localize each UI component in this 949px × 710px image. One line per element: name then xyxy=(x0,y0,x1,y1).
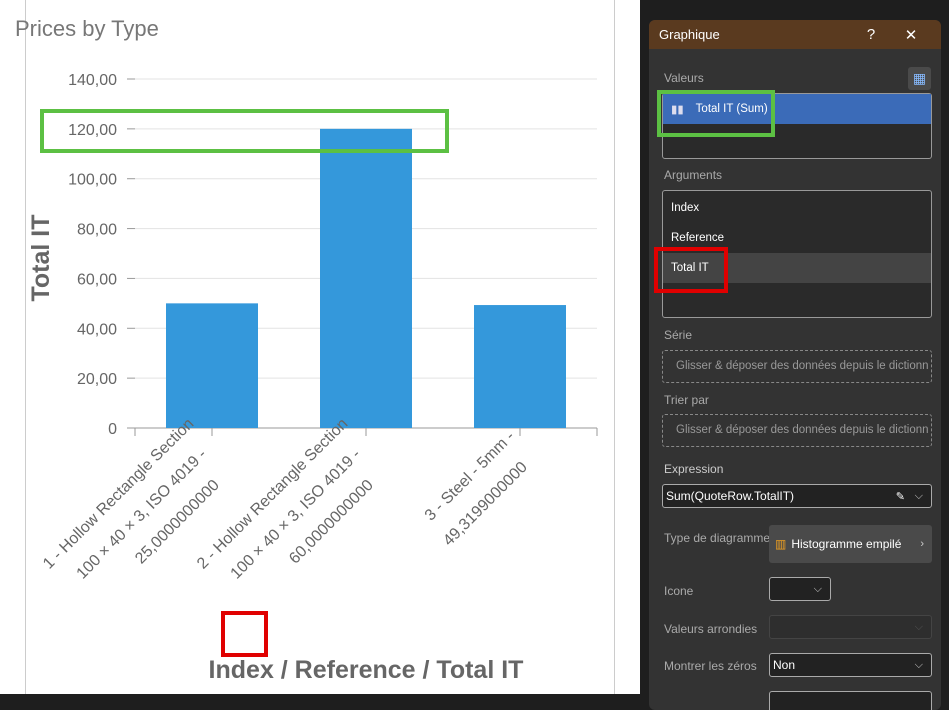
chevron-down-icon: ⌵ xyxy=(813,582,822,595)
argument-reference[interactable]: Reference xyxy=(671,232,725,244)
y-tick-label: 40,00 xyxy=(77,321,117,338)
serie-dropzone[interactable]: Glisser & déposer des données depuis le … xyxy=(662,350,932,383)
rounded-label: Valeurs arrondies xyxy=(664,622,758,636)
icon-label: Icone xyxy=(664,584,694,598)
y-tick-label: 0 xyxy=(108,421,117,438)
series-icon: ▮▮ xyxy=(671,104,684,116)
y-tick-label: 60,00 xyxy=(77,271,117,288)
canvas-border xyxy=(614,0,615,694)
highlight-box-red xyxy=(221,611,268,657)
chart-properties-panel: Graphique ? ✕ Valeurs ▦ ▮▮ Total IT (Sum)… xyxy=(649,20,941,710)
chart-type-button[interactable]: ▥ Histogramme empilé › xyxy=(769,525,932,563)
report-canvas: Prices by Type 0 20,00 40,00 60,00 80,00 100,… xyxy=(0,0,640,694)
close-button[interactable]: ✕ xyxy=(904,26,918,44)
y-tick-label: 100,00 xyxy=(68,172,117,189)
sort-label: Trier par xyxy=(664,393,709,407)
bar-chart[interactable]: Prices by Type 0 20,00 40,00 60,00 80,00 100,… xyxy=(0,0,640,694)
chevron-down-icon: ⌵ xyxy=(914,620,923,633)
canvas-margin xyxy=(8,0,26,694)
expression-label: Expression xyxy=(664,462,724,476)
zeros-select[interactable]: Non ⌵ xyxy=(769,653,932,677)
x-tick-label: 3 - Steel - 5mm -49,3199000000 xyxy=(422,428,531,549)
rounded-select: ⌵ xyxy=(769,615,932,639)
values-label: Valeurs xyxy=(664,71,704,85)
chevron-right-icon: › xyxy=(920,538,924,550)
argument-index[interactable]: Index xyxy=(671,202,700,214)
chevron-down-icon[interactable]: ⌵ xyxy=(914,489,923,502)
highlight-box-green xyxy=(40,109,449,153)
pencil-icon[interactable]: ✎ xyxy=(895,490,905,503)
argument-total-it[interactable]: Total IT xyxy=(663,253,931,283)
y-axis-title: Total IT xyxy=(27,214,55,301)
panel-title: Graphique xyxy=(659,27,720,42)
x-axis-title: Index / Reference / Total IT xyxy=(209,656,524,684)
bar[interactable] xyxy=(474,305,566,428)
arguments-label: Arguments xyxy=(664,168,723,182)
chevron-down-icon: ⌵ xyxy=(914,658,923,671)
bar[interactable] xyxy=(320,128,412,428)
values-item-label: Total IT (Sum) xyxy=(695,103,768,115)
chart-type-label: Type de diagramme xyxy=(664,531,771,545)
chart-type-value: Histogramme empilé xyxy=(791,537,902,551)
zeros-value: Non xyxy=(773,658,796,672)
expression-input[interactable]: Sum(QuoteRow.TotalIT) ✎ ⌵ xyxy=(662,484,932,508)
values-list[interactable]: ▮▮ Total IT (Sum) xyxy=(662,93,932,159)
y-tick-label: 20,00 xyxy=(77,371,117,388)
zeros-label: Montrer les zéros xyxy=(664,659,757,673)
bar[interactable] xyxy=(166,303,258,428)
help-button[interactable]: ? xyxy=(866,26,876,43)
chart-title: Prices by Type xyxy=(15,16,159,41)
expression-value: Sum(QuoteRow.TotalIT) xyxy=(666,489,795,503)
edit-grid-icon[interactable]: ▦ xyxy=(908,67,931,90)
y-tick-label: 80,00 xyxy=(77,222,117,239)
y-tick-label: 120,00 xyxy=(68,122,117,139)
sort-dropzone[interactable]: Glisser & déposer des données depuis le … xyxy=(662,414,932,447)
highlight-box-red-panel xyxy=(654,247,728,293)
arguments-list[interactable]: Index Reference Total IT xyxy=(662,190,932,318)
values-item-total-it[interactable]: ▮▮ Total IT (Sum) xyxy=(663,94,931,124)
icon-select[interactable]: ⌵ xyxy=(769,577,831,601)
y-tick-label: 140,00 xyxy=(68,72,117,89)
highlight-box-green-panel xyxy=(657,90,775,137)
stacked-bar-icon: ▥ xyxy=(775,537,787,551)
serie-label: Série xyxy=(664,328,693,342)
panel-header: Graphique ? ✕ xyxy=(649,20,941,49)
